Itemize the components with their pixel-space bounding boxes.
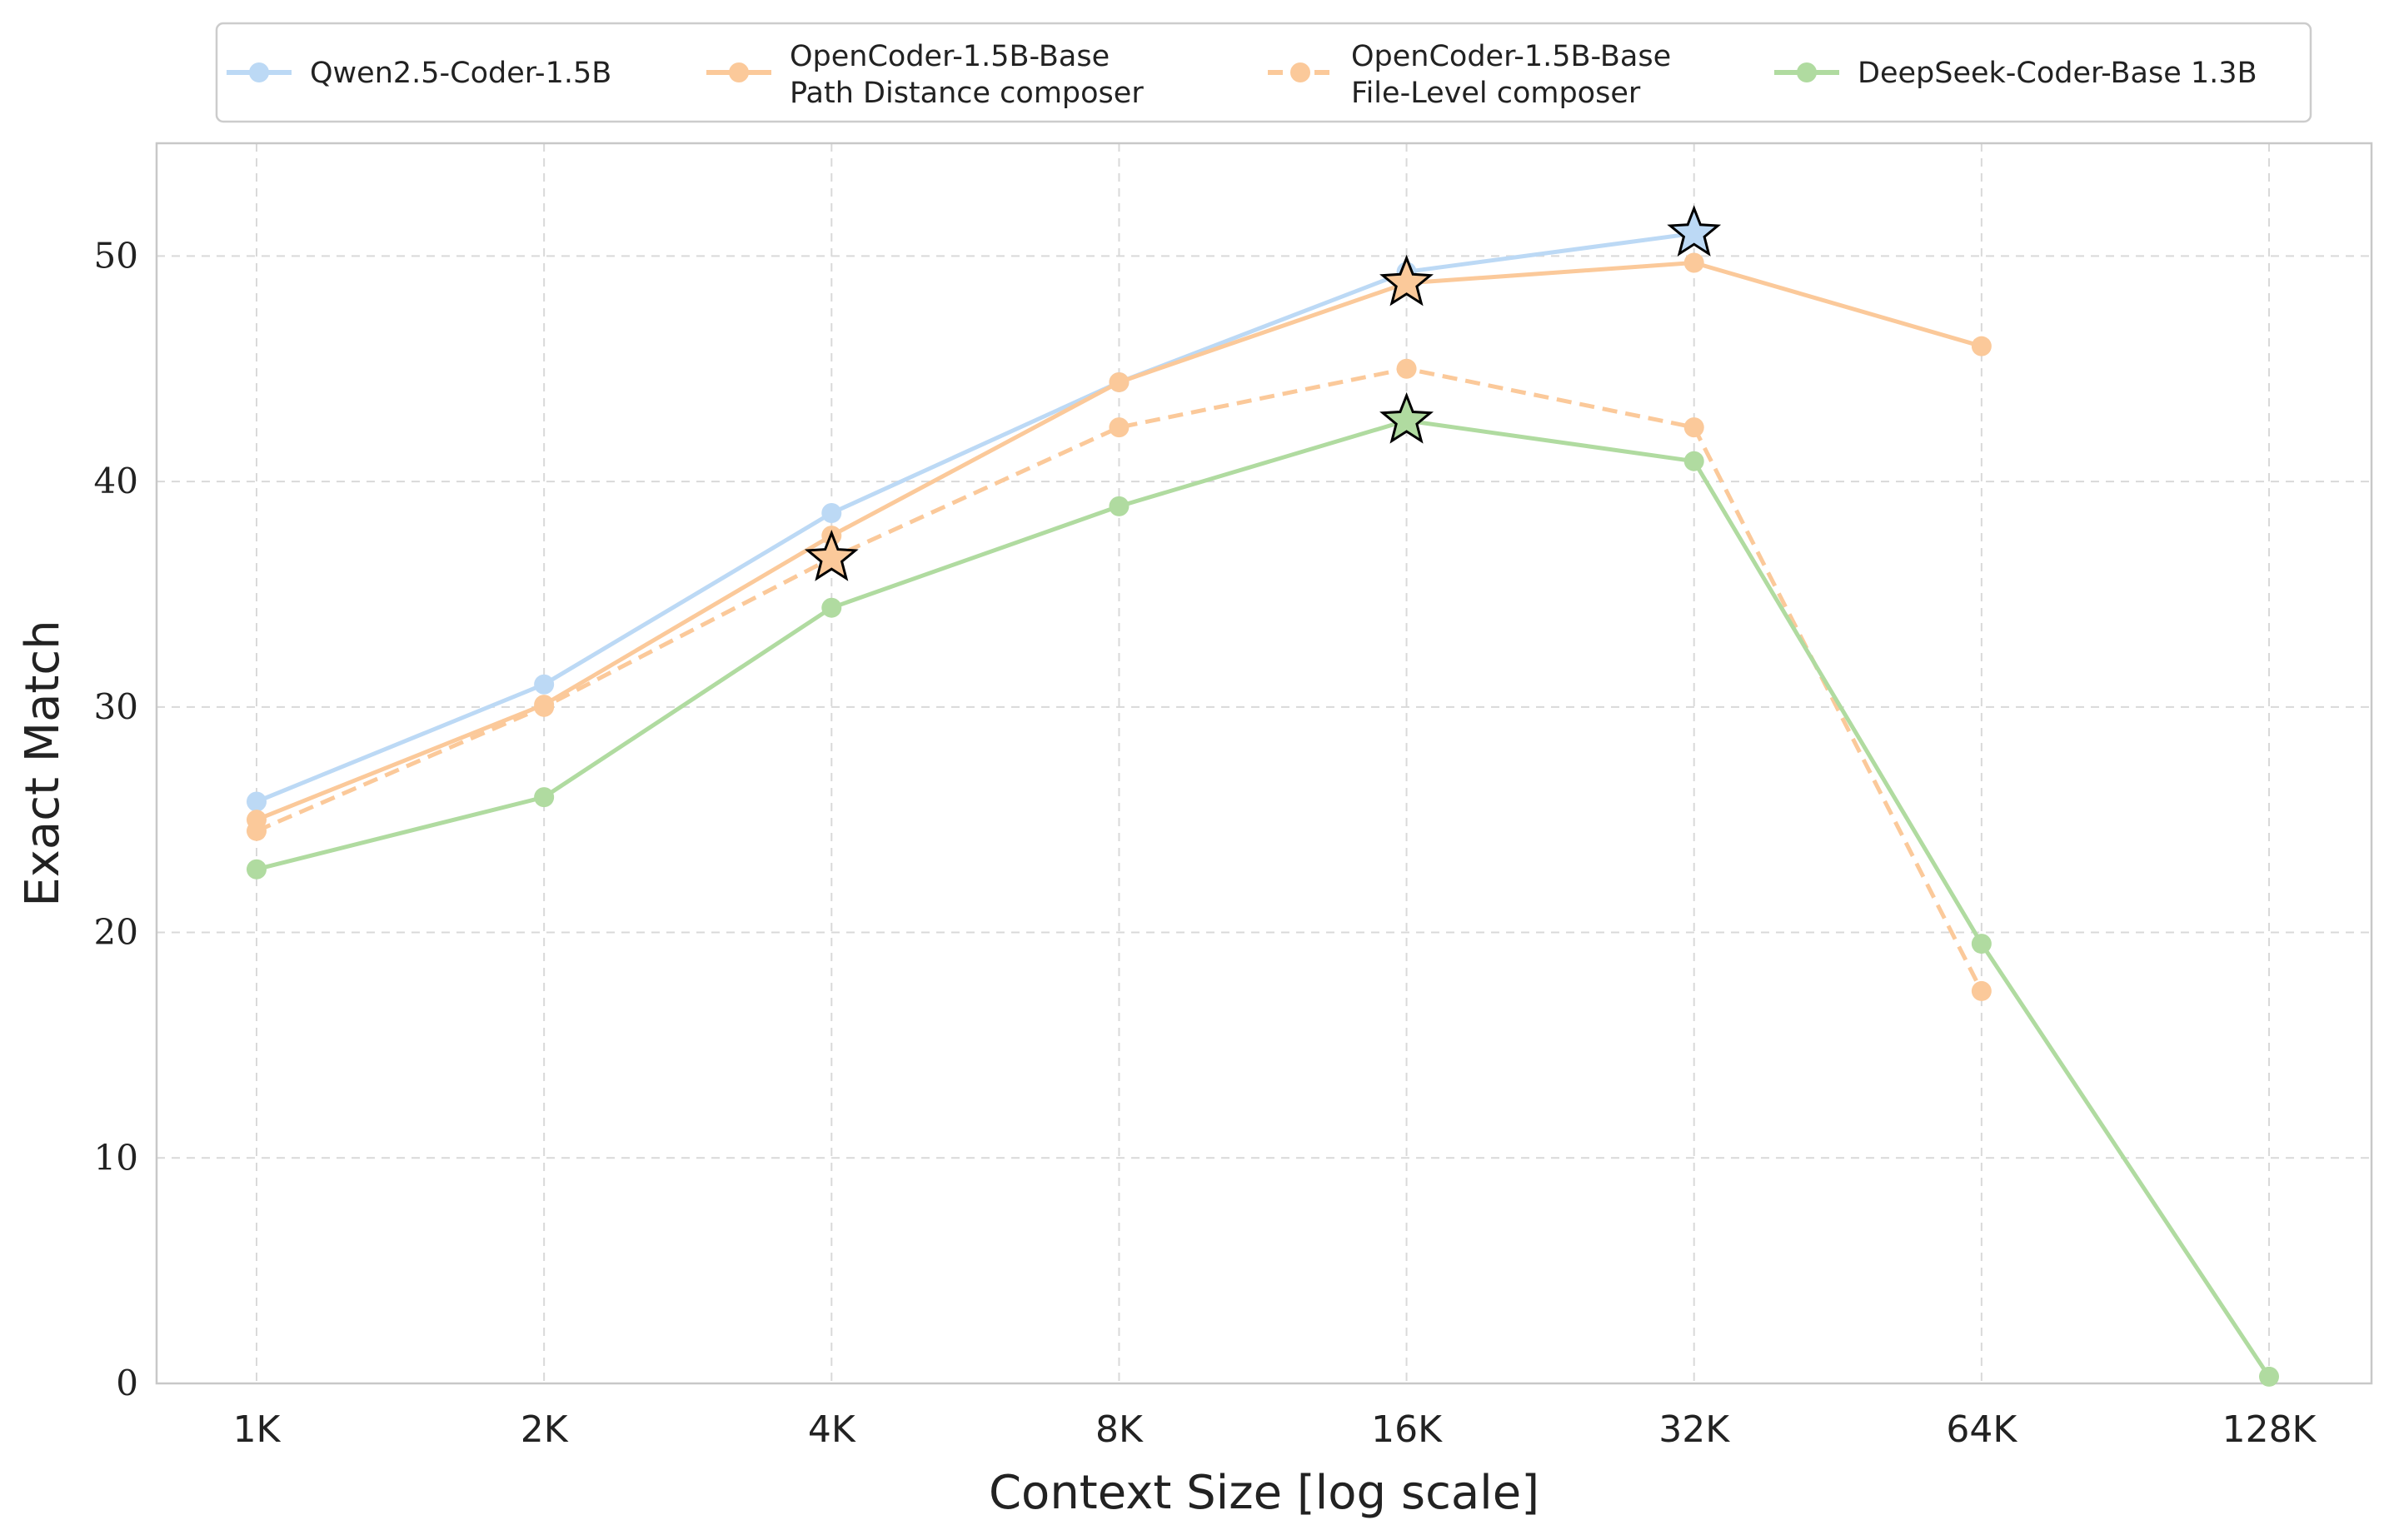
y-tick-label: 0 xyxy=(116,1363,138,1403)
best-star-marker xyxy=(804,529,859,581)
series-line xyxy=(256,418,2272,1378)
x-tick-label: 64K xyxy=(1946,1408,2017,1451)
y-axis-ticks: 0 10 20 30 40 50 xyxy=(94,235,138,1403)
legend-label: OpenCoder-1.5B-Base File-Level composer xyxy=(1351,40,1671,110)
series-3 xyxy=(247,418,2279,1387)
data-point xyxy=(247,820,267,841)
legend-swatch xyxy=(1774,62,1839,82)
x-tick-label: 128K xyxy=(2222,1408,2317,1451)
legend-label: OpenCoder-1.5B-Base Path Distance compose… xyxy=(790,40,1144,110)
data-point xyxy=(534,787,555,808)
y-tick-label: 10 xyxy=(94,1137,138,1178)
legend-label: Qwen2.5-Coder-1.5B xyxy=(310,57,611,90)
x-tick-label: 32K xyxy=(1658,1408,1730,1451)
series-0 xyxy=(247,231,1695,812)
data-point xyxy=(247,859,267,880)
legend-swatch-marker xyxy=(1290,62,1310,82)
data-point xyxy=(2259,1366,2279,1387)
legend-swatch-marker xyxy=(249,62,269,82)
data-point xyxy=(821,597,842,618)
data-point xyxy=(534,696,555,717)
data-point xyxy=(1971,980,1992,1001)
x-axis-title: Context Size [log scale] xyxy=(989,1466,1539,1520)
grid xyxy=(157,143,2372,1383)
best-star-marker xyxy=(1379,391,1434,444)
plot-frame xyxy=(155,142,2373,1385)
legend-swatch-marker xyxy=(729,62,749,82)
y-tick-label: 30 xyxy=(94,686,138,727)
x-tick-label: 4K xyxy=(808,1408,856,1451)
best-star-marker xyxy=(1379,254,1434,307)
x-tick-label: 16K xyxy=(1371,1408,1443,1451)
best-markers xyxy=(804,205,1722,581)
y-tick-label: 50 xyxy=(94,235,138,276)
data-point xyxy=(1683,451,1704,471)
legend-swatch-marker xyxy=(1797,62,1817,82)
y-axis-title: Exact Match xyxy=(16,620,70,906)
best-star-marker xyxy=(1667,205,1722,257)
series-line xyxy=(256,231,1695,804)
x-axis-ticks: 1K 2K 4K 8K 16K 32K 64K 128K xyxy=(233,1408,2317,1451)
data-point xyxy=(1971,336,1992,356)
x-tick-label: 2K xyxy=(521,1408,569,1451)
data-point xyxy=(821,502,842,523)
legend: Qwen2.5-Coder-1.5B OpenCoder-1.5B-Base Pat… xyxy=(215,22,2312,123)
x-tick-label: 1K xyxy=(233,1408,282,1451)
y-tick-label: 40 xyxy=(94,461,138,501)
legend-swatch xyxy=(227,62,292,82)
y-tick-label: 20 xyxy=(94,912,138,953)
series-2 xyxy=(247,358,1992,1001)
data-point xyxy=(1109,417,1130,438)
series-layer xyxy=(247,231,2279,1387)
legend-box xyxy=(215,22,2312,123)
legend-label: DeepSeek-Coder-Base 1.3B xyxy=(1858,57,2257,90)
legend-swatch xyxy=(1268,62,1333,82)
legend-swatch xyxy=(706,62,771,82)
x-tick-label: 8K xyxy=(1095,1408,1144,1451)
data-point xyxy=(1683,417,1704,438)
data-point xyxy=(1109,371,1130,392)
data-point xyxy=(534,674,555,695)
data-point xyxy=(1683,252,1704,273)
data-point xyxy=(1109,496,1130,516)
data-point xyxy=(1971,934,1992,954)
data-point xyxy=(1396,358,1417,379)
data-point xyxy=(247,791,267,812)
